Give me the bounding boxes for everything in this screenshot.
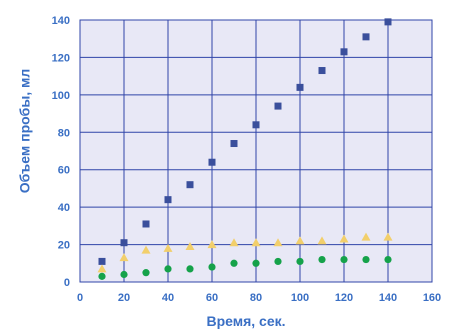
data-point-square xyxy=(274,102,282,110)
data-point-square xyxy=(208,158,216,166)
data-point-triangle xyxy=(141,245,151,254)
y-tick-label: 120 xyxy=(52,52,70,64)
data-point-triangle xyxy=(251,238,261,247)
x-tick-label: 40 xyxy=(162,292,174,304)
data-point-circle xyxy=(340,255,348,264)
data-point-circle xyxy=(164,265,172,273)
data-point-square xyxy=(164,196,172,204)
y-tick-label: 20 xyxy=(58,240,70,252)
x-tick-label: 80 xyxy=(250,292,262,304)
data-point-triangle xyxy=(273,238,283,247)
data-point-square xyxy=(252,121,260,129)
data-point-square xyxy=(340,48,348,56)
x-tick-label: 100 xyxy=(291,292,309,304)
data-point-square xyxy=(384,18,392,26)
data-point-circle xyxy=(384,255,392,264)
data-point-circle xyxy=(230,259,238,267)
y-tick-label: 140 xyxy=(52,15,70,27)
y-axis-title: Объем пробы, мл xyxy=(17,69,33,194)
data-point-triangle xyxy=(185,241,195,250)
data-point-circle xyxy=(208,263,216,271)
data-point-triangle xyxy=(295,236,305,245)
data-point-triangle xyxy=(361,232,371,241)
data-point-square xyxy=(230,140,238,148)
data-point-circle xyxy=(98,272,106,280)
x-tick-label: 160 xyxy=(423,292,441,304)
data-point-triangle xyxy=(97,264,107,273)
x-tick-label: 0 xyxy=(77,292,83,304)
data-point-circle xyxy=(142,269,150,277)
y-tick-label: 60 xyxy=(58,165,70,177)
data-point-triangle xyxy=(119,253,129,262)
x-tick-label: 140 xyxy=(379,292,397,304)
data-point-square xyxy=(98,257,106,265)
data-point-square xyxy=(318,67,326,75)
data-point-triangle xyxy=(229,238,239,247)
data-point-circle xyxy=(252,259,260,267)
data-point-square xyxy=(142,220,150,228)
data-point-circle xyxy=(186,265,194,273)
data-points xyxy=(97,18,393,280)
data-point-square xyxy=(186,181,194,189)
y-tick-label: 40 xyxy=(58,202,70,214)
grid-lines xyxy=(79,19,433,283)
data-point-circle xyxy=(318,255,326,264)
data-point-square xyxy=(362,33,370,41)
data-point-square xyxy=(120,239,128,247)
data-point-square xyxy=(296,83,304,91)
data-point-triangle xyxy=(207,240,217,249)
data-point-triangle xyxy=(383,232,393,241)
x-axis-title: Время, сек. xyxy=(206,313,285,329)
data-point-circle xyxy=(120,270,128,279)
data-point-circle xyxy=(274,257,282,266)
x-tick-label: 20 xyxy=(118,292,130,304)
x-tick-label: 120 xyxy=(335,292,353,304)
x-axis-ticks: 0 20 40 60 80 100 120 140 160 xyxy=(77,292,441,304)
y-tick-label: 80 xyxy=(58,127,70,139)
x-tick-label: 60 xyxy=(206,292,218,304)
data-point-circle xyxy=(362,255,370,264)
y-tick-label: 0 xyxy=(64,277,70,289)
data-point-triangle xyxy=(163,243,173,252)
y-tick-label: 100 xyxy=(52,90,70,102)
y-axis-ticks: 0 20 40 60 80 100 120 140 xyxy=(52,15,70,289)
data-point-circle xyxy=(296,257,304,266)
data-point-triangle xyxy=(317,236,327,245)
data-point-triangle xyxy=(339,234,349,243)
